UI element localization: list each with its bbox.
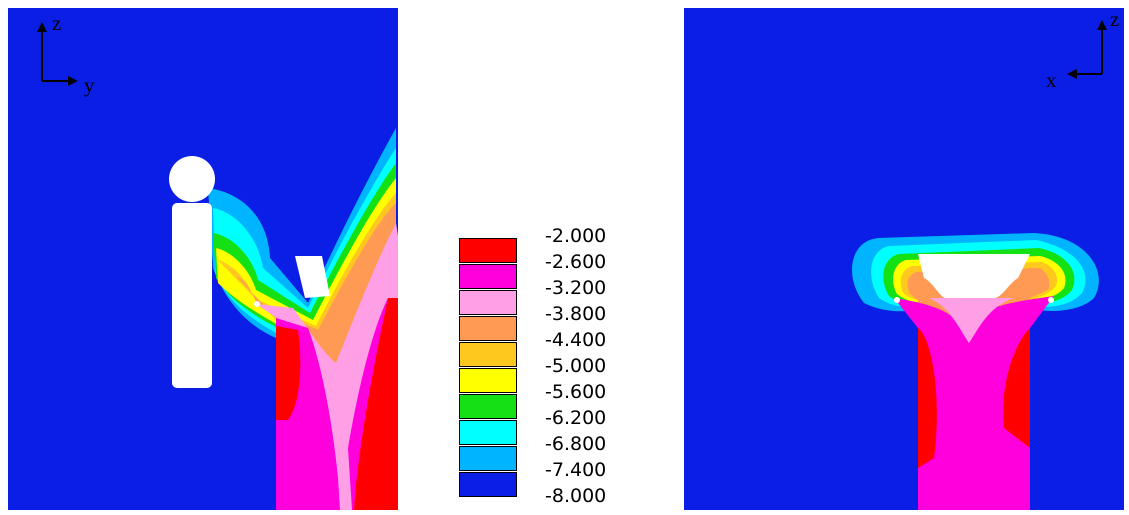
legend-label: -2.600 (545, 251, 607, 273)
legend-swatch (459, 290, 517, 315)
contour-field-left: z y (8, 8, 410, 510)
contour-band (276, 326, 301, 420)
nozzle-obstacle (295, 256, 330, 298)
legend-swatch (459, 264, 517, 289)
legend-swatch (459, 394, 517, 419)
z-axis-label: z (52, 11, 61, 35)
contour-field-right: z x (684, 7, 1124, 510)
hole-marker (254, 301, 260, 307)
legend-swatch (459, 238, 517, 263)
legend-swatch (459, 316, 517, 341)
hole-marker (1048, 297, 1054, 303)
legend-label: -4.400 (545, 329, 607, 351)
body-obstacle (172, 203, 212, 388)
contour-band (354, 153, 410, 510)
hole-marker (894, 297, 900, 303)
legend-label: -6.200 (545, 407, 607, 429)
legend-label: -5.000 (545, 355, 607, 377)
nozzle-obstacle (918, 254, 1030, 298)
contour-plot-left: z y (8, 8, 410, 510)
legend-swatch (459, 446, 517, 471)
legend-swatch (459, 368, 517, 393)
z-axis-label: z (1110, 8, 1119, 31)
color-legend: -2.000 -2.600 -3.200 -3.800 -4.400 -5.00… (455, 226, 635, 506)
legend-label: -3.200 (545, 277, 607, 299)
legend-label: -8.000 (545, 485, 607, 507)
legend-swatch (459, 420, 517, 445)
head-obstacle (169, 156, 215, 202)
legend-label: -6.800 (545, 433, 607, 455)
x-axis-label: x (1046, 68, 1057, 92)
legend-swatch (459, 342, 517, 367)
contour-band (929, 298, 1014, 343)
legend-label: -3.800 (545, 303, 607, 325)
legend-label: -7.400 (545, 459, 607, 481)
legend-label: -2.000 (545, 225, 607, 247)
contour-plot-right: z x (684, 7, 1124, 510)
legend-label: -5.600 (545, 381, 607, 403)
contour-band (1003, 328, 1030, 448)
y-axis-label: y (84, 73, 95, 97)
legend-swatch (459, 472, 517, 497)
contour-band (918, 328, 937, 468)
